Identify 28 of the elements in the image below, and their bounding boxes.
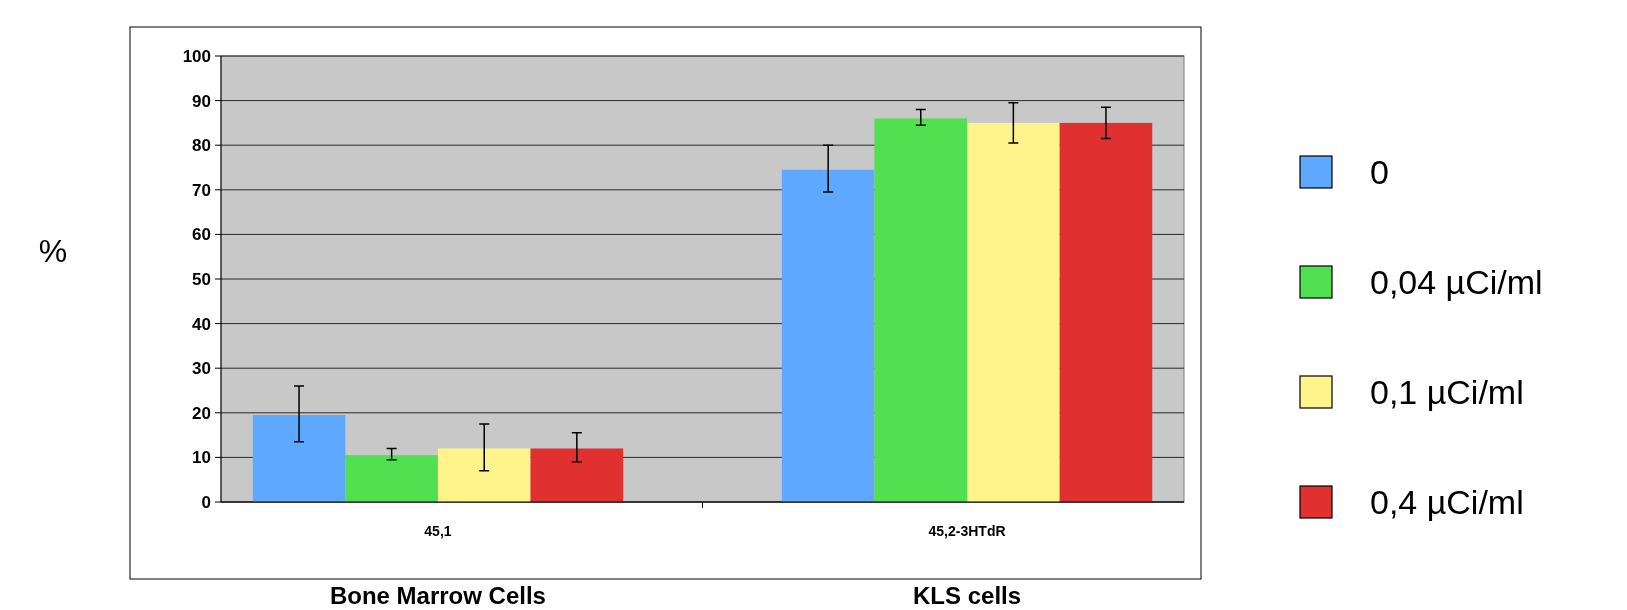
bar	[781, 169, 875, 502]
bar	[252, 415, 346, 502]
x-tick-label: 45,2-3HTdR	[928, 523, 1006, 539]
legend-label: 0	[1370, 152, 1389, 191]
y-tick-label: 40	[192, 314, 211, 334]
text: KLS cells	[913, 582, 1022, 609]
legend-label: 0,4 µCi/ml	[1370, 482, 1524, 521]
y-tick-label: 90	[192, 91, 211, 111]
y-tick-label: 20	[192, 403, 211, 423]
bar	[967, 122, 1060, 502]
text: Bone Marrow Cells	[329, 582, 546, 609]
y-tick-label: 60	[192, 225, 211, 245]
bar	[530, 448, 624, 502]
legend-label: 0,04 µCi/ml	[1370, 262, 1543, 301]
y-tick-label: 50	[192, 269, 211, 289]
bar	[345, 455, 438, 502]
y-tick-label: 30	[192, 359, 211, 379]
legend-label: 0,1 µCi/ml	[1370, 372, 1524, 411]
bar	[437, 448, 531, 502]
y-tick-label: 100	[182, 46, 211, 66]
y-tick-label: 10	[192, 448, 211, 468]
y-tick-label: 80	[192, 136, 211, 156]
y-axis-title: %	[38, 233, 68, 269]
bar	[1059, 122, 1153, 502]
y-tick-label: 0	[201, 492, 211, 512]
y-tick-label: 70	[192, 180, 211, 200]
x-tick-label: 45,1	[424, 523, 452, 539]
bar	[874, 118, 968, 502]
